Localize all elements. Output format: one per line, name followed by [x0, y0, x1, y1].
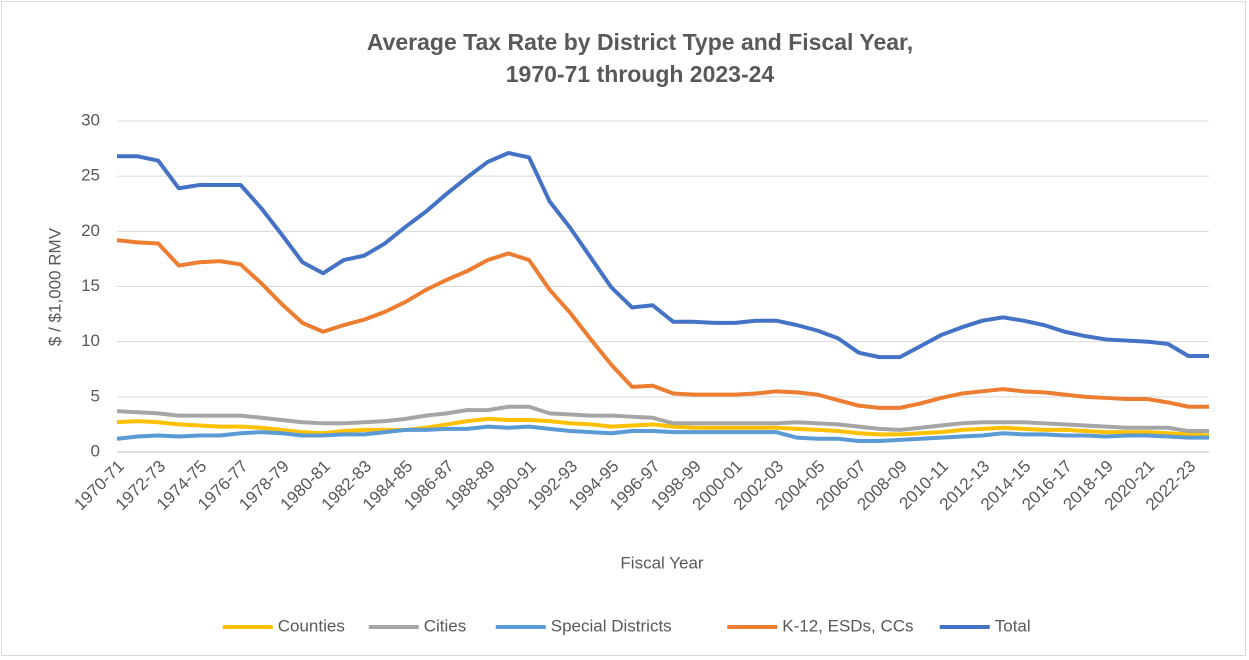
- y-tick-label: 30: [81, 110, 100, 129]
- legend-label: K-12, ESDs, CCs: [782, 616, 913, 635]
- series-line: [116, 416, 1210, 438]
- y-tick-label: 5: [91, 386, 100, 405]
- chart-title: Average Tax Rate by District Type and Fi…: [367, 29, 913, 55]
- legend-label: Cities: [424, 616, 467, 635]
- y-tick-label: 0: [91, 441, 100, 460]
- y-tick-label: 20: [81, 221, 100, 240]
- y-tick-label: 15: [81, 276, 100, 295]
- series-line: [116, 238, 1209, 410]
- y-tick-label: 25: [81, 166, 100, 185]
- series-line: [116, 404, 1209, 434]
- y-axis-title: $ / $1,000 RMV: [45, 227, 64, 346]
- legend-label: Total: [995, 616, 1031, 635]
- series-line: [117, 151, 1209, 360]
- y-tick-label: 10: [81, 331, 100, 350]
- legend-label: Special Districts: [551, 616, 672, 635]
- series-line: [116, 424, 1209, 443]
- legend-label: Counties: [278, 616, 345, 635]
- x-axis-title: Fiscal Year: [620, 553, 703, 572]
- chart-subtitle: 1970-71 through 2023-24: [506, 61, 775, 87]
